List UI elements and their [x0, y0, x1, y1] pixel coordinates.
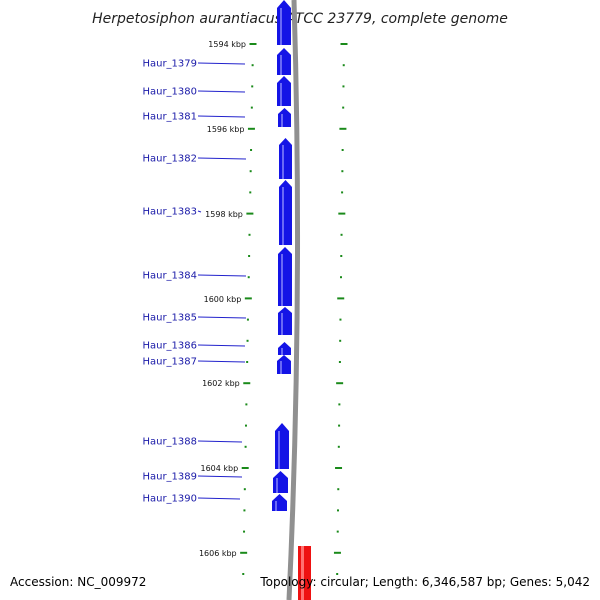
gene-arrow-highlight [280, 83, 282, 106]
gene-label-leader [197, 90, 246, 93]
gene-arrow-highlight [281, 348, 283, 355]
red-feature-shine [301, 546, 304, 600]
gene-arrow[interactable] [278, 342, 291, 355]
accession-text: Accession: NC_009972 [10, 575, 146, 589]
gene-label[interactable]: Haur_1382 [142, 154, 197, 165]
gene-arrow[interactable] [272, 494, 287, 511]
gene-label[interactable]: Haur_1390 [142, 494, 197, 505]
gene-arrow[interactable] [277, 0, 291, 45]
gene-arrow-highlight [280, 8, 282, 45]
gene-label[interactable]: Haur_1383 [142, 207, 197, 218]
gene-arrow-highlight [282, 145, 284, 179]
gene-label-leader [197, 497, 241, 500]
gene-label-leader [197, 475, 243, 478]
gene-labels: Haur_1379 Haur_1380 Haur_1381 Haur_1382 Haur… [142, 59, 247, 505]
gene-arrow-highlight [280, 361, 282, 374]
gene-arrow[interactable] [277, 355, 291, 374]
gene-arrow[interactable] [279, 180, 292, 245]
gene-label[interactable]: Haur_1388 [142, 437, 197, 448]
gene-arrow-highlight [282, 187, 284, 245]
gene-label[interactable]: Haur_1387 [142, 357, 197, 368]
gene-arrow-highlight [281, 254, 283, 306]
gene-arrow-highlight [278, 431, 280, 469]
tick-label: 1606 kbp [199, 549, 237, 558]
gene-label[interactable]: Haur_1379 [142, 59, 197, 70]
tick-label: 1594 kbp [208, 40, 246, 49]
tick-label: 1596 kbp [207, 125, 245, 134]
gene-arrow-highlight [280, 55, 282, 75]
gene-arrow[interactable] [278, 307, 292, 335]
tick-label: 1598 kbp [205, 210, 243, 219]
tick-label: 1602 kbp [202, 379, 240, 388]
map-title: Herpetosiphon aurantiacus ATCC 23779, co… [92, 11, 508, 27]
genome-backbone [286, 0, 301, 600]
gene-arrow[interactable] [278, 108, 291, 127]
gene-arrow[interactable] [275, 423, 289, 469]
gene-label-leader [197, 157, 247, 160]
gene-label-leader [197, 115, 246, 118]
gene-label-leader [197, 274, 247, 277]
gene-label[interactable]: Haur_1381 [142, 112, 197, 123]
gene-arrow[interactable] [279, 138, 292, 179]
gene-arrow[interactable] [277, 76, 291, 106]
red-feature-segment [298, 546, 311, 600]
gene-arrow[interactable] [278, 247, 292, 306]
summary-text: Topology: circular; Length: 6,346,587 bp… [259, 575, 590, 589]
tick-label: 1604 kbp [201, 464, 239, 473]
gene-arrows [272, 0, 292, 511]
gene-label[interactable]: Haur_1385 [142, 313, 197, 324]
gene-arrow-highlight [281, 313, 283, 335]
gene-label-leader [197, 344, 246, 347]
scale-outer-ticks [333, 43, 348, 575]
gene-arrow[interactable] [277, 48, 291, 75]
gene-label[interactable]: Haur_1386 [142, 341, 197, 352]
gene-label-leader [197, 440, 243, 443]
scale-inner-ticks [240, 43, 257, 575]
gene-label-leader [197, 210, 202, 213]
gene-label-leader [197, 62, 246, 65]
gene-arrow-highlight [276, 478, 278, 493]
red-feature [298, 546, 311, 600]
gene-arrow-highlight [275, 501, 277, 511]
scale-tick-labels: 1594 kbp 1596 kbp 1598 kbp 1600 kbp 1602 kbp… [199, 40, 246, 558]
gene-arrow[interactable] [273, 471, 288, 493]
gene-label[interactable]: Haur_1380 [142, 87, 197, 98]
gene-label[interactable]: Haur_1389 [142, 472, 197, 483]
tick-label: 1600 kbp [204, 295, 242, 304]
gene-label-leader [197, 316, 247, 319]
gene-label-leader [197, 360, 246, 363]
gene-label[interactable]: Haur_1384 [142, 271, 197, 282]
gene-arrow-highlight [281, 114, 283, 127]
